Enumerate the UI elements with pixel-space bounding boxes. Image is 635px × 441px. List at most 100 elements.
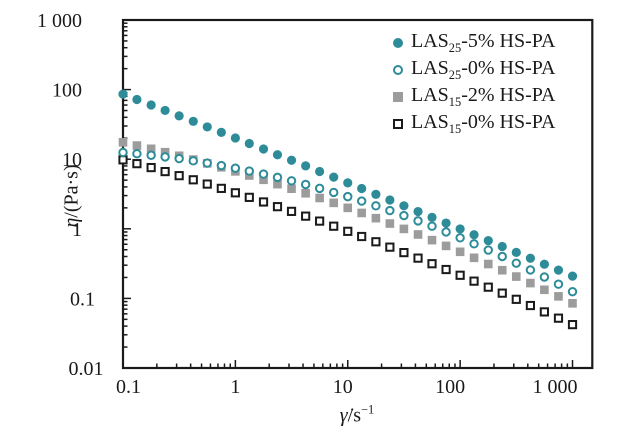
data-point	[371, 201, 381, 211]
data-point	[230, 133, 240, 143]
data-point	[174, 171, 184, 181]
data-point	[497, 288, 507, 298]
x-tick-labels: 0.1 1 10 100 1 000	[116, 376, 578, 398]
legend-item: LAS15-2% HS-PA	[393, 83, 555, 110]
data-point	[216, 183, 226, 193]
data-point	[413, 230, 423, 239]
data-point	[553, 279, 564, 289]
series-las25-0pct	[118, 147, 578, 297]
data-point	[371, 237, 381, 247]
data-point	[511, 247, 521, 258]
data-point	[329, 187, 339, 198]
data-point	[259, 175, 268, 185]
data-point	[146, 144, 156, 154]
data-point	[553, 313, 564, 323]
data-point	[413, 216, 423, 226]
data-point	[160, 152, 170, 162]
data-point	[483, 236, 493, 246]
x-tick-label: 10	[333, 376, 353, 398]
data-point	[427, 235, 437, 245]
data-point	[272, 172, 283, 183]
data-point	[539, 272, 550, 282]
x-axis-units: /s	[347, 404, 362, 427]
data-point	[371, 213, 381, 223]
data-point	[525, 265, 536, 275]
data-point	[539, 259, 549, 269]
data-point	[132, 141, 142, 150]
y-tick-label: 100	[52, 80, 82, 102]
legend-item-label: LAS25-5% HS-PA	[411, 29, 556, 55]
data-point	[315, 193, 324, 203]
data-point	[272, 202, 283, 212]
data-point	[230, 188, 240, 198]
data-point	[441, 241, 451, 251]
data-point	[160, 166, 170, 177]
data-point	[567, 286, 578, 297]
data-point	[118, 155, 128, 165]
legend: LAS25-5% HS-PA LAS25-0% HS-PA LAS15-2% HS-…	[393, 29, 555, 137]
data-point	[385, 205, 395, 216]
data-point	[427, 212, 437, 222]
data-point	[188, 156, 198, 166]
data-point	[286, 206, 297, 216]
data-point	[300, 179, 311, 190]
data-point	[427, 259, 437, 269]
data-point	[567, 271, 578, 281]
data-point	[315, 216, 325, 226]
data-point	[413, 253, 423, 263]
data-point	[329, 172, 339, 182]
legend-item-label: LAS25-0% HS-PA	[411, 56, 556, 82]
y-tick-labels: 1 000 100 10 1 0.1 0.01	[37, 10, 104, 380]
circle-filled-icon	[393, 37, 403, 48]
data-point	[357, 183, 367, 194]
data-point	[118, 89, 128, 99]
data-point	[132, 148, 142, 159]
legend-item: LAS25-0% HS-PA	[393, 56, 555, 83]
data-point	[553, 265, 564, 275]
data-point	[554, 292, 563, 301]
data-point	[511, 272, 521, 281]
data-point	[483, 259, 493, 269]
data-point	[202, 158, 212, 168]
data-point	[399, 201, 409, 211]
data-point	[146, 150, 156, 160]
data-point	[174, 111, 184, 121]
data-point	[441, 264, 451, 275]
legend-item: LAS25-5% HS-PA	[393, 29, 555, 56]
data-point	[244, 166, 254, 176]
data-point	[469, 276, 479, 286]
square-filled-icon	[393, 91, 403, 102]
data-point	[301, 161, 311, 171]
data-point	[286, 155, 297, 165]
data-point	[399, 248, 409, 258]
data-point	[258, 197, 269, 207]
data-point	[314, 183, 325, 194]
data-point	[525, 253, 536, 263]
x-tick-label: 1 000	[533, 376, 578, 398]
data-point	[315, 166, 325, 177]
series-las25-5pct	[118, 89, 578, 281]
data-point	[216, 160, 227, 171]
data-point	[455, 233, 465, 243]
data-point	[230, 163, 241, 173]
data-point	[343, 178, 353, 188]
data-point	[329, 198, 339, 208]
data-point	[525, 300, 536, 311]
data-point	[385, 219, 395, 228]
data-point	[455, 247, 465, 257]
x-tick-label: 1	[230, 376, 240, 398]
data-point	[371, 189, 381, 199]
data-point	[287, 184, 296, 193]
square-open-icon	[393, 118, 403, 129]
data-point	[526, 278, 535, 288]
legend-item: LAS15-0% HS-PA	[393, 110, 555, 137]
y-axis-label: η/(Pa·s)	[61, 164, 84, 227]
y-tick-label: 10	[62, 149, 82, 171]
x-tick-label: 100	[435, 376, 465, 398]
data-point	[286, 176, 297, 186]
data-point	[497, 251, 507, 262]
plot-frame	[121, 18, 594, 370]
data-point	[301, 188, 310, 198]
